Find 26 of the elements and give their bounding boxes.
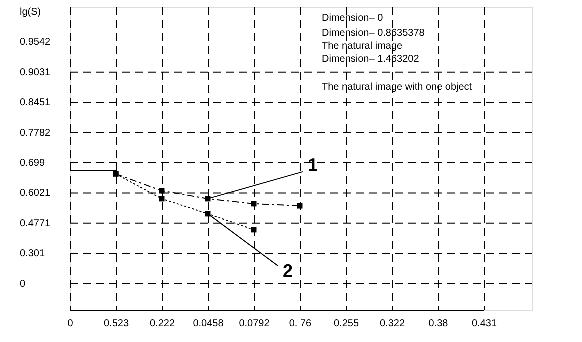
x-tick-label: 0 — [68, 318, 74, 330]
annotation: 1 — [308, 154, 318, 175]
text: Dimension– 0 — [322, 13, 384, 24]
text: lg(S) — [20, 7, 42, 18]
text: 0.301 — [20, 248, 46, 260]
text: 0.699 — [20, 158, 46, 169]
x-tick-label: 0.0458 — [193, 318, 224, 330]
x-tick-label: 0.0792 — [239, 318, 270, 330]
text: 0.9031 — [20, 67, 52, 78]
text: Dimension– 0.8635378 — [322, 28, 426, 39]
text: 0.9542 — [20, 37, 52, 48]
text: 0.6021 — [20, 188, 52, 200]
x-tick-label: 0. 76 — [289, 318, 312, 330]
x-tick-label: 0.322 — [380, 318, 406, 330]
x-tick-label: 0.222 — [150, 318, 176, 330]
x-tick-label: 0.38 — [428, 318, 449, 330]
text: 0.7782 — [20, 128, 52, 139]
x-tick-label: 0.523 — [104, 318, 130, 330]
x-tick-label: 0.255 — [334, 318, 360, 330]
x-tick-label: 0.431 — [472, 318, 498, 330]
text: 0 — [20, 278, 26, 290]
text: The natural image — [322, 41, 404, 52]
text: 0.8451 — [20, 98, 52, 109]
annotation: 2 — [282, 260, 294, 281]
text: 0.4771 — [20, 218, 52, 230]
text: Dimension– 1.463202 — [322, 54, 420, 65]
